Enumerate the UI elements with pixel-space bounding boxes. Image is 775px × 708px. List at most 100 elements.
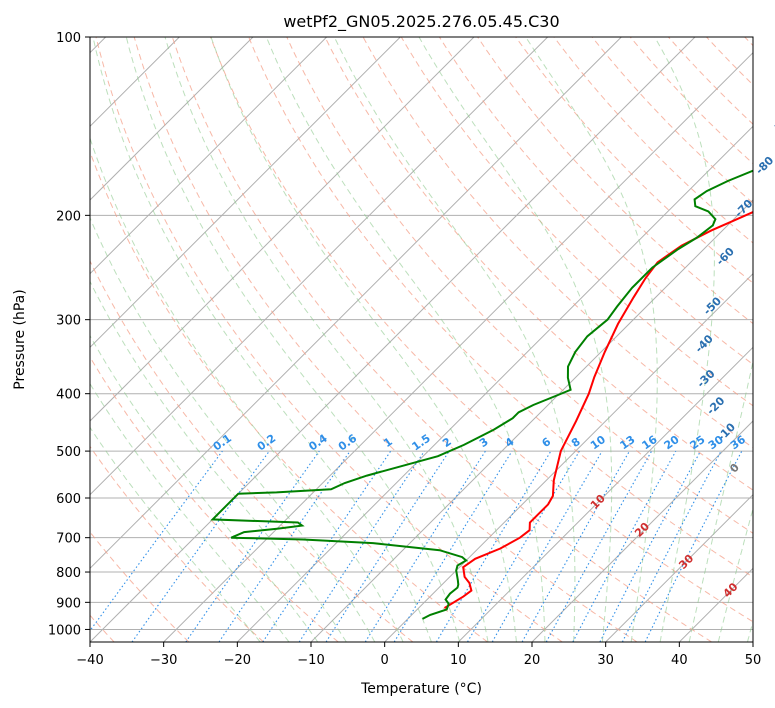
dry-adiabat [171,37,712,642]
mixing-ratio-line [599,450,701,642]
y-tick-label: 200 [56,209,81,224]
moist-adiabat [90,136,404,642]
mixing-ratio-line [393,450,513,642]
moist-adiabat [164,37,489,642]
isotherm-line [163,51,753,642]
mixing-ratio-label: 25 [687,433,707,452]
dry-adiabat [90,150,488,642]
moist-adiabat-label: 20 [632,520,652,540]
isotherm-label: -30 [694,367,717,390]
x-tick-label: 50 [745,653,762,668]
y-tick-label: 300 [56,314,81,329]
mixing-ratio-line [90,450,223,632]
mixing-ratio-line [185,450,320,642]
dry-adiabat [90,356,339,642]
dry-adiabat [515,37,753,284]
isotherm-label: 0 [727,461,742,476]
moist-adiabat [265,37,546,642]
dry-adiabat [90,259,414,642]
mixing-ratio-line [435,450,552,642]
y-tick-label: 900 [56,596,81,611]
x-tick-label: −10 [297,653,324,668]
isotherm-line [236,125,753,642]
isotherm-line [90,37,401,349]
isotherm-line [90,37,328,275]
isotherm-line [384,272,753,642]
mixing-ratio-label: 13 [617,433,637,452]
plot-frame [89,36,754,643]
mixing-ratio-line [545,450,653,642]
x-tick-label: −20 [224,653,251,668]
mixing-ratio-label: 8 [569,435,583,450]
dry-adiabat [133,37,638,642]
mixing-ratio-line [572,450,677,642]
isotherm-line [605,493,753,642]
dry-adiabat [744,37,753,47]
mixing-ratio-label: 16 [640,433,660,453]
y-tick-label: 500 [56,445,81,460]
moist-adiabat [333,37,576,642]
x-tick-label: 40 [671,653,688,668]
mixing-ratio-label: 1 [381,435,395,450]
moist-adiabat [418,37,613,642]
y-tick-label: 600 [56,492,81,507]
dry-adiabat [706,37,753,86]
mixing-ratio-line [644,450,743,642]
temperature-profile-line [443,210,753,609]
mixing-ratio-line [298,450,425,642]
y-tick-label: 400 [56,388,81,403]
moist-adiabat [90,382,290,642]
dry-adiabat [591,37,753,204]
chart-title: wetPf2_GN05.2025.276.05.45.C30 [283,12,559,32]
mixing-ratio-label: 0.4 [306,431,330,453]
moist-adiabat [90,280,347,642]
mixing-ratio-line [218,450,351,642]
isotherm-line [90,37,622,570]
isotherm-line [90,37,254,201]
isotherm-label: -90 [770,108,775,131]
dry-adiabat [95,37,563,642]
y-tick-label: 100 [56,31,81,46]
x-tick-label: 0 [381,653,389,668]
x-tick-label: 10 [450,653,467,668]
y-axis-title: Pressure (hPa) [12,289,28,389]
isotherm-line [457,346,753,642]
dry-adiabat [286,37,753,534]
moist-adiabat [717,507,753,642]
moist-adiabat [525,37,658,642]
isotherm-line [90,37,549,496]
isotherm-label: -20 [704,394,727,417]
mixing-ratio-label: 0.1 [211,432,234,454]
dry-adiabat [477,37,753,325]
mixing-ratio-label: 6 [540,435,554,450]
y-tick-label: 1000 [48,623,81,638]
x-tick-label: 30 [597,653,614,668]
mixing-ratio-line [521,450,630,642]
moist-adiabat [90,216,376,642]
mixing-ratio-line [131,450,270,642]
moist-adiabat [92,37,432,642]
mixing-ratio-line [262,450,392,642]
dry-adiabat [248,37,753,578]
x-tick-label: −30 [150,653,177,668]
moist-adiabat [90,426,261,642]
x-axis-title: Temperature (°C) [360,681,482,697]
isotherm-line [752,641,753,642]
dry-adiabat [324,37,753,491]
moist-adiabat [90,334,319,642]
mixing-ratio-label: 3 [477,435,491,450]
moist-adiabat [654,37,715,642]
dry-adiabat [210,37,753,623]
isotherm-line [678,567,753,642]
isotherm-line [90,37,475,422]
y-tick-label: 700 [56,532,81,547]
isotherm-label: -60 [714,245,737,268]
dewpoint-profile-line [210,169,753,620]
y-tick-label: 800 [56,566,81,581]
x-tick-label: −40 [76,653,103,668]
isotherm-line [531,420,753,642]
dry-adiabat [90,531,190,642]
dry-adiabat [90,445,264,642]
moist-adiabat [210,37,517,642]
